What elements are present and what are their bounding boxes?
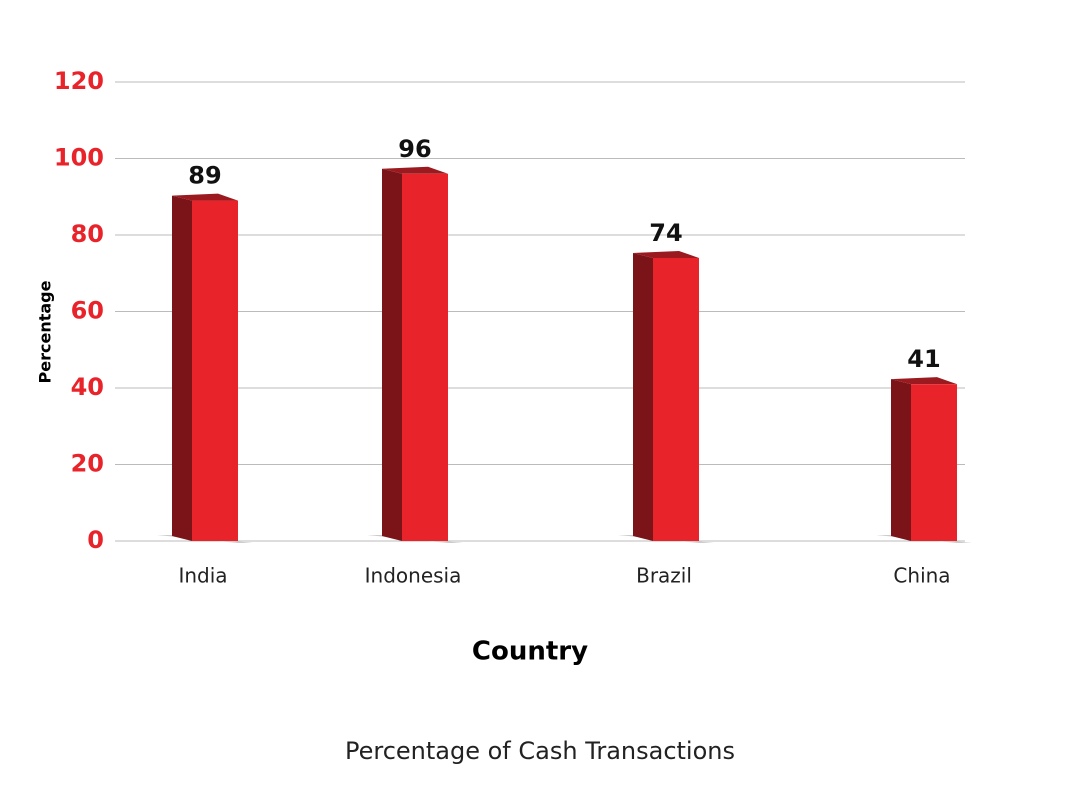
bar-top <box>382 166 448 174</box>
y-tick-label: 40 <box>71 373 104 401</box>
bar <box>618 250 714 543</box>
y-tick-label: 60 <box>71 297 104 325</box>
y-tick-label: 80 <box>71 220 104 248</box>
bar-front <box>911 384 957 541</box>
value-label: 74 <box>649 219 682 247</box>
bar-front <box>653 257 699 541</box>
bar <box>367 166 463 543</box>
x-tick-label: Brazil <box>636 564 692 588</box>
value-label: 41 <box>907 345 940 373</box>
value-label: 96 <box>398 135 431 163</box>
x-axis-title: Country <box>472 637 588 667</box>
y-axis-title: Percentage <box>36 280 55 383</box>
bar <box>157 193 253 543</box>
x-tick-label: Indonesia <box>365 564 462 588</box>
bar-top <box>891 377 957 385</box>
x-tick-label: China <box>893 564 950 588</box>
y-tick-label: 100 <box>54 144 104 172</box>
bar-top <box>633 250 699 258</box>
bar-side <box>633 252 653 541</box>
y-tick-label: 120 <box>54 67 104 95</box>
bar-front <box>192 200 238 541</box>
y-tick-label: 0 <box>87 526 104 554</box>
bar-side <box>382 168 402 542</box>
chart-title: Percentage of Cash Transactions <box>345 737 735 765</box>
bar-top <box>172 193 238 201</box>
y-tick-label: 20 <box>71 450 104 478</box>
bar-side <box>172 195 192 541</box>
value-label: 89 <box>188 162 221 190</box>
bar <box>876 377 972 543</box>
bar-side <box>891 379 911 541</box>
bar-front <box>402 173 448 542</box>
x-tick-label: India <box>178 564 227 588</box>
